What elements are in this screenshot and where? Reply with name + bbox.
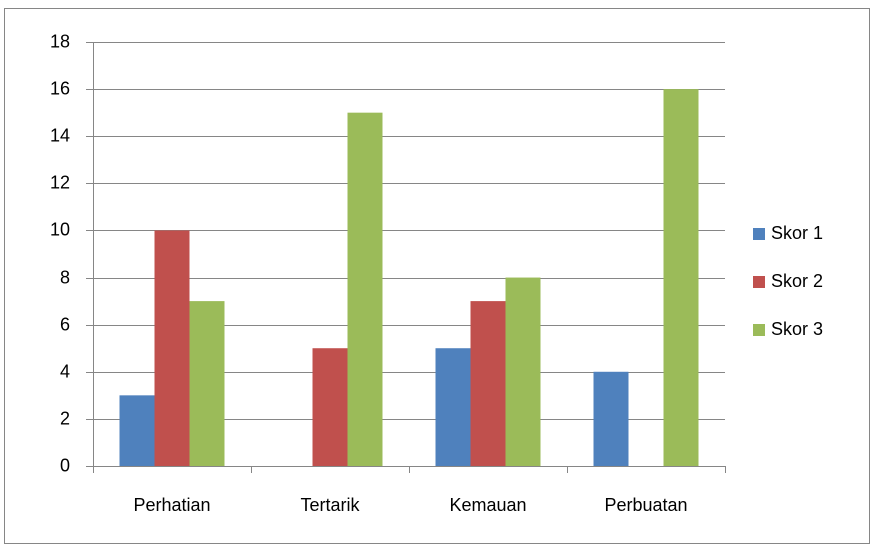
bar: [505, 277, 541, 466]
y-tick-label: 14: [50, 125, 70, 145]
y-tick-label: 12: [50, 172, 70, 192]
legend-swatch: [753, 324, 765, 336]
x-tick-label: Tertarik: [300, 495, 360, 515]
bar: [119, 395, 155, 466]
y-tick-label: 16: [50, 78, 70, 98]
legend-label: Skor 2: [771, 271, 823, 291]
legend-swatch: [753, 276, 765, 288]
y-tick-label: 6: [60, 314, 70, 334]
y-tick-label: 2: [60, 408, 70, 428]
bar: [593, 371, 629, 466]
y-tick-label: 0: [60, 455, 70, 475]
legend-swatch: [753, 228, 765, 240]
bar: [663, 89, 699, 466]
bar: [189, 301, 225, 466]
x-tick-label: Kemauan: [449, 495, 526, 515]
bar: [154, 230, 190, 466]
bar: [435, 348, 471, 466]
y-tick-label: 10: [50, 219, 70, 239]
y-tick-label: 4: [60, 361, 70, 381]
x-tick-label: Perhatian: [133, 495, 210, 515]
bar: [312, 348, 348, 466]
y-tick-label: 8: [60, 267, 70, 287]
bar: [470, 301, 506, 466]
bar: [347, 112, 383, 467]
y-tick-label: 18: [50, 31, 70, 51]
x-tick-label: Perbuatan: [604, 495, 687, 515]
legend-label: Skor 3: [771, 319, 823, 339]
legend-label: Skor 1: [771, 223, 823, 243]
